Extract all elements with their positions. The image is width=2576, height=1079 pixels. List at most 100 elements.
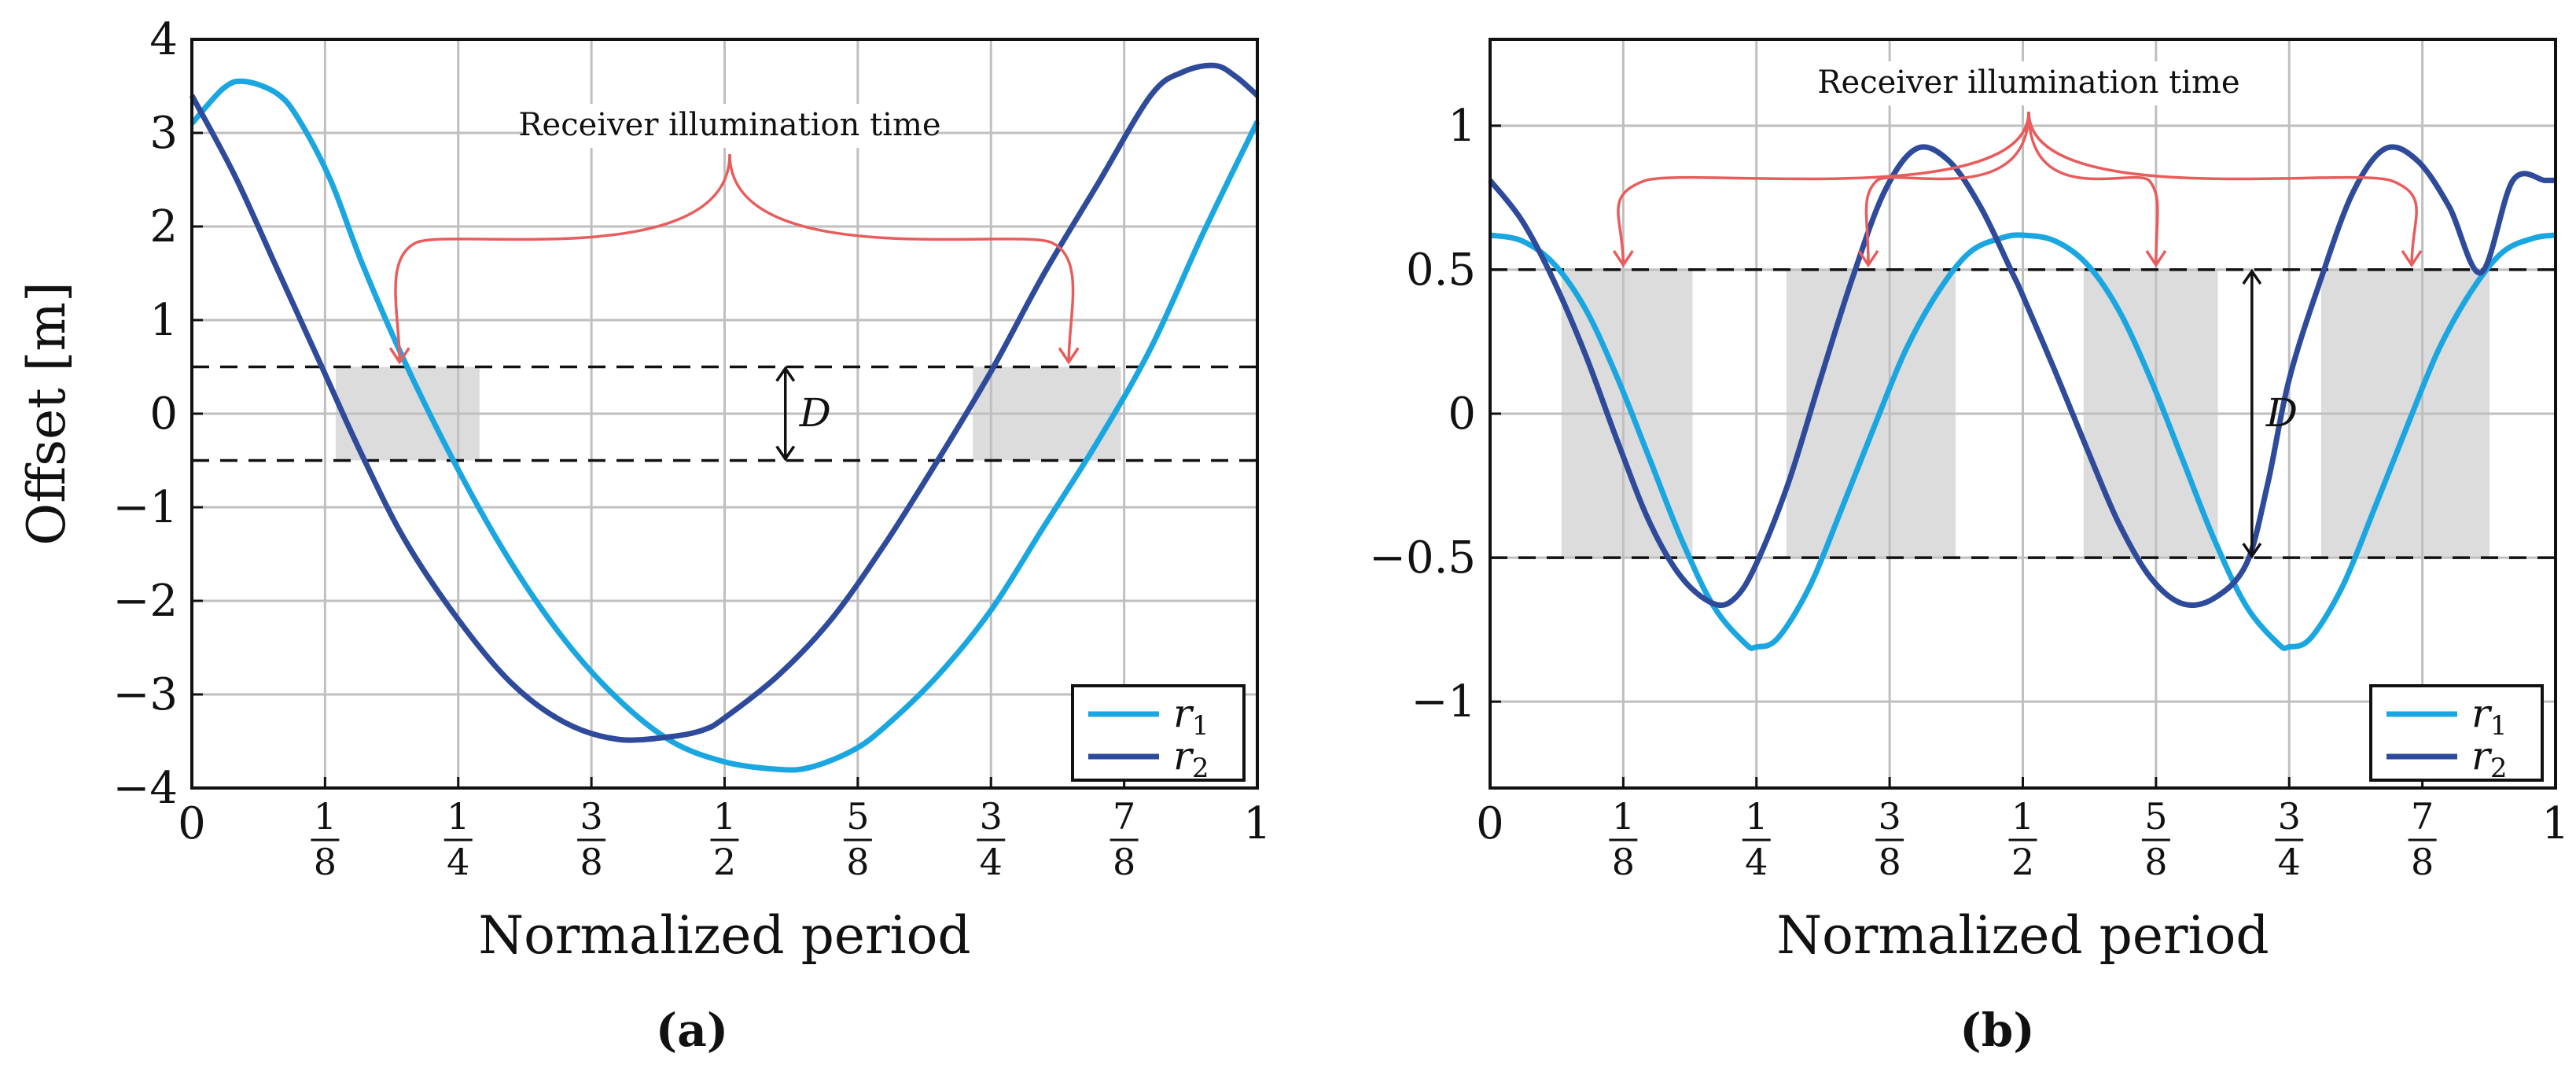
x-tick-numerator: 1 [713, 795, 736, 838]
x-tick-label: 1 [1243, 798, 1271, 849]
y-tick-label: 2 [149, 201, 178, 252]
panel-a-caption: (a) [656, 1004, 728, 1057]
x-tick-numerator: 5 [846, 795, 869, 838]
annotation-arrow-1 [1617, 111, 2030, 265]
x-tick-numerator: 7 [2411, 795, 2434, 838]
x-tick-numerator: 1 [447, 795, 469, 838]
legend-label-subscript: 1 [2490, 710, 2508, 742]
x-tick-fraction: 14 [1742, 795, 1771, 883]
panel-a-dashed-lines [192, 365, 1257, 462]
panel-b-annotation-arrows [1612, 111, 2423, 268]
legend-label-subscript: 2 [2490, 753, 2508, 784]
panel-b-annotation-text: Receiver illumination time [1817, 64, 2239, 101]
series-line-r1 [190, 78, 1260, 773]
distance-arrowhead-bottom [2242, 543, 2262, 559]
annotation-arrowhead-1 [1612, 249, 1634, 268]
x-tick-fraction: 18 [311, 795, 340, 883]
x-tick-label: 1 [2541, 798, 2570, 849]
x-tick-denominator: 8 [846, 841, 869, 883]
x-tick-denominator: 8 [314, 841, 337, 883]
x-tick-denominator: 8 [580, 841, 602, 883]
panel-b-caption: (b) [1960, 1004, 2034, 1057]
annotation-arrow-1 [394, 153, 731, 363]
y-tick-label: −0.5 [1369, 532, 1476, 584]
x-tick-numerator: 1 [314, 795, 337, 838]
legend-label-subscript: 2 [1192, 753, 1209, 784]
panel-a-distance-label: D [799, 390, 831, 436]
distance-arrowhead-top [775, 366, 796, 382]
legend-box [1071, 684, 1246, 782]
panel-a-series [189, 62, 1260, 773]
series-line-r1 [1489, 232, 2556, 651]
annotation-arrowhead-2 [1857, 249, 1879, 268]
legend-label-r2: r2 [1173, 733, 1209, 784]
distance-arrowhead-bottom [775, 445, 796, 462]
y-tick-label: −3 [112, 669, 178, 720]
x-tick-fraction: 78 [2408, 795, 2437, 883]
y-tick-label: 0 [1448, 389, 1476, 440]
y-tick-label: 3 [149, 108, 178, 159]
x-tick-fraction: 34 [2275, 795, 2304, 883]
panel-a-y-axis-label: Offset [m] [17, 282, 77, 546]
y-tick-label: −1 [112, 482, 178, 533]
panel-a-annotation-text: Receiver illumination time [518, 107, 940, 143]
annotation-arrow-2 [1864, 111, 2030, 265]
annotation-arrowhead-2 [1058, 347, 1080, 365]
panel-a-annotation-bg [525, 104, 934, 148]
x-tick-fraction: 12 [710, 795, 739, 883]
x-tick-numerator: 3 [980, 795, 1003, 838]
x-tick-denominator: 4 [2278, 841, 2301, 883]
panel-b-grid [1489, 39, 2557, 788]
x-tick-denominator: 8 [1878, 841, 1901, 883]
annotation-arrow-2 [728, 153, 1075, 363]
x-tick-fraction: 38 [1875, 795, 1904, 883]
x-tick-denominator: 4 [1745, 841, 1768, 883]
series-line-r2 [1488, 144, 2556, 609]
x-tick-fraction: 34 [977, 795, 1006, 883]
panel-b-distance-marker [2242, 268, 2262, 559]
legend-label-subscript: 1 [1192, 710, 1209, 742]
x-tick-numerator: 3 [1878, 795, 1901, 838]
panel-b-distance-label: D [2265, 390, 2298, 436]
x-tick-numerator: 1 [1745, 795, 1768, 838]
x-tick-denominator: 8 [2411, 841, 2434, 883]
annotation-arrowhead-4 [2401, 249, 2423, 268]
x-tick-fraction: 58 [2141, 795, 2170, 883]
x-tick-numerator: 3 [2278, 795, 2301, 838]
panel-b-y-ticks: 1 0.5 0 −0.5 −1 [1369, 101, 1501, 727]
x-tick-fraction: 12 [2008, 795, 2037, 883]
y-tick-label: −2 [112, 576, 178, 627]
x-tick-denominator: 2 [713, 841, 736, 883]
y-tick-label: 1 [149, 295, 178, 346]
x-tick-denominator: 8 [1113, 841, 1135, 883]
x-tick-numerator: 7 [1113, 795, 1135, 838]
distance-arrowhead-top [2242, 268, 2262, 285]
y-tick-label: 4 [149, 14, 178, 65]
x-tick-numerator: 1 [2011, 795, 2034, 838]
x-tick-numerator: 1 [1612, 795, 1635, 838]
y-tick-label: 1 [1448, 101, 1476, 152]
x-tick-label: 0 [1476, 798, 1504, 849]
x-tick-numerator: 3 [580, 795, 602, 838]
legend-box [2369, 684, 2544, 782]
panel-a-grid [190, 38, 1259, 790]
y-tick-label: −1 [1411, 676, 1476, 727]
y-tick-label: −4 [112, 763, 178, 814]
x-tick-numerator: 5 [2144, 795, 2167, 838]
panel-b-x-axis-label: Normalized period [1776, 905, 2269, 966]
annotation-arrowhead-3 [2145, 249, 2167, 268]
x-tick-fraction: 78 [1110, 795, 1139, 883]
panel-b-annotation-bg [1824, 61, 2233, 105]
panel-a-y-ticks: 4 3 2 1 0 −1 −2 −3 −4 [112, 14, 203, 814]
x-tick-fraction: 18 [1609, 795, 1638, 883]
y-tick-label: 0 [149, 389, 178, 440]
panel-b-series [1488, 144, 2556, 651]
x-tick-fraction: 58 [843, 795, 872, 883]
